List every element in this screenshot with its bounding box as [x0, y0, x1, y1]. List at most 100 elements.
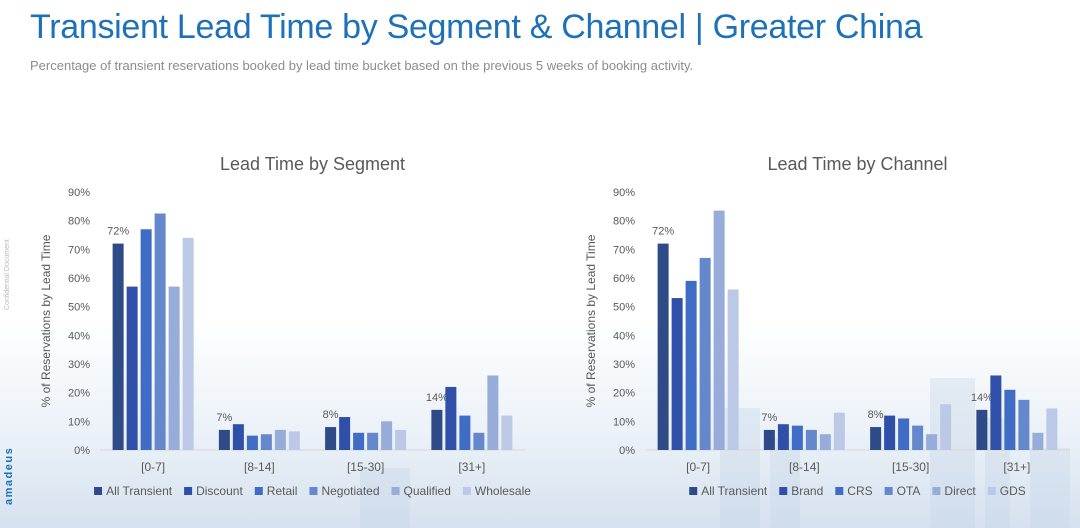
legend-label: Brand [791, 484, 823, 498]
y-tick-label: 40% [68, 330, 90, 342]
bar [218, 429, 230, 450]
legend-label: OTA [897, 484, 921, 498]
legend-swatch [391, 487, 400, 495]
bar [898, 418, 910, 450]
legend-swatch [932, 487, 941, 495]
y-tick-label: 90% [613, 187, 635, 199]
bar [1004, 389, 1016, 450]
y-tick-label: 20% [613, 388, 635, 400]
bar [1032, 432, 1044, 450]
bar [819, 434, 831, 450]
y-tick-label: 90% [68, 187, 90, 199]
bar [395, 429, 407, 450]
bar [699, 257, 711, 450]
data-label: 7% [216, 412, 232, 424]
bar [685, 280, 697, 450]
bar [473, 432, 485, 450]
bar [246, 435, 258, 450]
y-tick-label: 40% [613, 330, 635, 342]
amadeus-logo: amadeus [3, 446, 15, 505]
legend-label: Wholesale [475, 484, 531, 498]
bar [501, 415, 513, 450]
y-tick-label: 70% [613, 244, 635, 256]
legend-label: Retail [267, 484, 298, 498]
legend-swatch [184, 487, 193, 495]
y-axis-label: % of Reservations by Lead Time [584, 234, 598, 407]
bar [870, 427, 882, 450]
data-label: 7% [761, 412, 777, 424]
legend-swatch [309, 487, 318, 495]
legend-swatch [987, 487, 996, 495]
legend: All Transient Brand CRS OTA Direct GDS [689, 484, 1026, 498]
bar [260, 434, 272, 450]
legend-label: Qualified [404, 484, 451, 498]
bar [990, 375, 1002, 450]
bar [1018, 399, 1030, 450]
bar [805, 429, 817, 450]
y-tick-label: 60% [68, 273, 90, 285]
data-label: 72% [107, 226, 129, 238]
legend-label: Discount [196, 484, 243, 498]
legend-swatch [94, 487, 103, 495]
confidential-note: Confidential Document [4, 239, 11, 310]
chart-title: Lead Time by Segment [220, 154, 405, 174]
bar [232, 424, 244, 450]
bar [926, 434, 938, 450]
bar [884, 415, 896, 450]
bar [353, 432, 365, 450]
legend-swatch [254, 487, 263, 495]
x-tick-label: [15-30] [347, 460, 384, 474]
y-tick-label: 60% [613, 273, 635, 285]
bar [777, 424, 789, 450]
bar [727, 289, 739, 450]
legend-swatch [779, 487, 788, 495]
bar [140, 229, 152, 450]
bar [182, 237, 194, 450]
skyline-building [720, 408, 760, 528]
legend: All Transient Discount Retail Negotiated Qua… [94, 484, 531, 498]
x-tick-label: [31+] [1003, 460, 1030, 474]
y-tick-label: 10% [68, 416, 90, 428]
data-label: 72% [652, 226, 674, 238]
y-tick-label: 50% [68, 302, 90, 314]
skyline-building [770, 438, 800, 528]
bar [112, 243, 124, 450]
y-axis-label: % of Reservations by Lead Time [39, 234, 53, 407]
bar [833, 412, 845, 450]
y-tick-label: 0% [74, 445, 90, 457]
bar [1046, 408, 1058, 450]
bar [940, 404, 952, 450]
bar [288, 431, 300, 450]
bar [325, 427, 337, 450]
data-label: 14% [426, 392, 448, 404]
bar [445, 386, 457, 450]
y-tick-label: 80% [68, 216, 90, 228]
skyline-building [360, 468, 410, 528]
legend-swatch [884, 487, 893, 495]
x-tick-label: [8-14] [789, 460, 820, 474]
legend-label: All Transient [701, 484, 768, 498]
bar [487, 375, 499, 450]
x-tick-label: [31+] [458, 460, 485, 474]
bar [367, 432, 379, 450]
bar [657, 243, 669, 450]
page-title: Transient Lead Time by Segment & Channel… [30, 8, 923, 46]
y-tick-label: 30% [613, 359, 635, 371]
bar [791, 425, 803, 450]
x-tick-label: [0-7] [141, 460, 165, 474]
y-tick-label: 50% [613, 302, 635, 314]
y-tick-label: 10% [613, 416, 635, 428]
legend-swatch [835, 487, 844, 495]
bar [459, 415, 471, 450]
bar [912, 425, 924, 450]
x-tick-label: [8-14] [244, 460, 275, 474]
chart-title: Lead Time by Channel [767, 154, 947, 174]
y-tick-label: 20% [68, 388, 90, 400]
bar [713, 210, 725, 450]
y-tick-label: 80% [613, 216, 635, 228]
bar [274, 429, 286, 450]
legend-swatch [689, 487, 698, 495]
bar [976, 409, 988, 450]
bar [763, 429, 775, 450]
chart-lead-time-by-segment: Lead Time by Segment % of Reservations by… [39, 154, 531, 498]
